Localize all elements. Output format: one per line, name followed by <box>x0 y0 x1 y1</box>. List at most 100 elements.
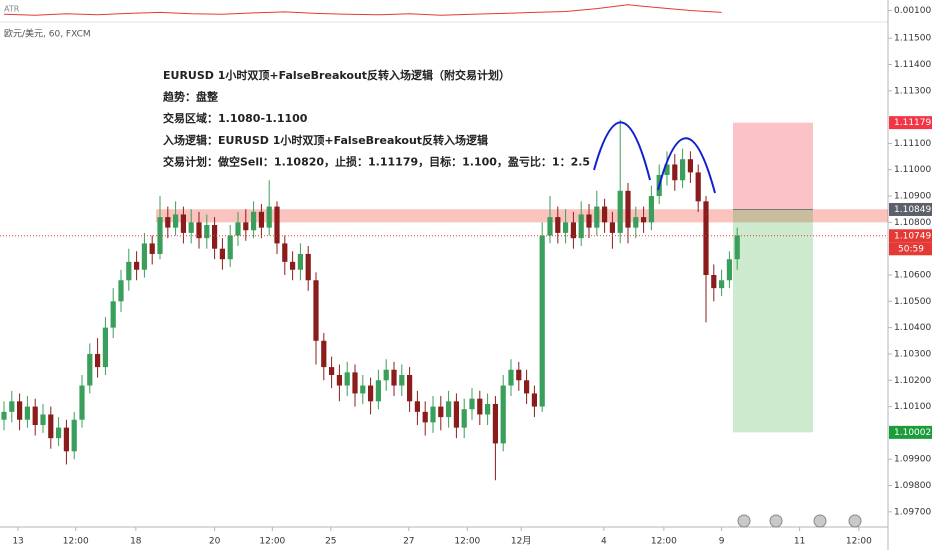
x-tick-label: 25 <box>325 537 336 547</box>
candle-body <box>461 409 467 428</box>
candle-body <box>407 375 413 402</box>
candle-body <box>32 406 38 425</box>
y-tick-label: 1.11000 <box>894 165 931 175</box>
candle-body <box>695 172 701 202</box>
candle-body <box>321 340 327 368</box>
candle-body <box>243 222 249 231</box>
candle-body <box>79 385 85 420</box>
y-tick-label: 1.10600 <box>894 271 931 281</box>
annotation-line: EURUSD 1小时双顶+FalseBreakout反转入场逻辑（附交易计划） <box>163 68 510 82</box>
candle-body <box>500 385 506 444</box>
candle-body <box>56 427 62 439</box>
candle-body <box>485 403 491 415</box>
candle-body <box>469 398 475 410</box>
candle-body <box>40 414 46 425</box>
candle-body <box>578 214 584 239</box>
candle-body <box>305 253 311 281</box>
stop-zone <box>733 122 813 210</box>
x-tick-label: 12:00 <box>454 537 480 547</box>
candle-body <box>196 222 202 239</box>
candle-body <box>547 217 553 236</box>
last-price-tag-box <box>889 229 932 243</box>
candle-body <box>87 353 93 386</box>
x-tick-label: 13 <box>12 537 23 547</box>
candle-body <box>266 206 272 228</box>
x-tick-label: 9 <box>719 537 725 547</box>
candle-body <box>734 235 740 260</box>
candle-body <box>329 367 335 375</box>
y-tick-label: 1.10300 <box>894 349 931 359</box>
target-zone <box>733 209 813 433</box>
candle-body <box>391 369 397 386</box>
candle-body <box>360 385 366 394</box>
entry-tag: 1.10849 <box>894 205 931 215</box>
candle-body <box>204 225 210 239</box>
candle-body <box>352 372 358 394</box>
event-icon[interactable] <box>769 514 783 528</box>
candle-body <box>383 369 389 381</box>
candle-body <box>126 261 132 281</box>
candle-body <box>102 327 108 368</box>
annotation-line: 趋势：盘整 <box>163 90 218 104</box>
y-tick-label: 1.11400 <box>894 60 931 70</box>
candle-body <box>648 196 654 223</box>
candle-body <box>173 214 179 228</box>
candle-body <box>641 217 647 223</box>
candle-body <box>17 401 23 420</box>
candle-body <box>188 222 194 233</box>
y-tick-label: 1.10500 <box>894 297 931 307</box>
y-tick-label: 1.09800 <box>894 481 931 491</box>
last-price-tag: 1.10749 <box>894 231 931 241</box>
event-icon[interactable] <box>737 514 751 528</box>
event-icons <box>737 514 862 528</box>
annotation-line: 交易计划：做空Sell：1.10820，止损：1.11179，目标：1.100，… <box>163 154 590 168</box>
x-tick-label: 12:00 <box>651 537 677 547</box>
x-tick-label: 12:00 <box>259 537 285 547</box>
stop-tag: 1.11179 <box>894 118 931 128</box>
y-tick-label: 1.11500 <box>894 34 931 44</box>
candle-body <box>63 427 69 452</box>
left-top-arc <box>593 121 651 181</box>
event-icon[interactable] <box>848 514 862 528</box>
candle-body <box>719 280 725 289</box>
candle-body <box>180 214 186 233</box>
candle-body <box>290 261 296 270</box>
y-tick-label: 1.11100 <box>894 139 931 149</box>
candle-body <box>282 243 288 262</box>
candle-body <box>703 201 709 275</box>
candle-body <box>508 369 514 386</box>
x-tick-label: 27 <box>403 537 414 547</box>
indicator-name: ATR <box>4 5 20 14</box>
y-tick-label: 1.11300 <box>894 86 931 96</box>
candle-body <box>492 403 498 444</box>
candle-body <box>336 375 342 386</box>
right-top-arc <box>657 137 716 194</box>
candle-body <box>227 235 233 260</box>
target-tag: 1.10002 <box>894 428 931 438</box>
candle-body <box>141 243 147 270</box>
candle-body <box>617 190 623 233</box>
candle-body <box>446 401 452 418</box>
x-tick-label: 12月 <box>511 536 531 547</box>
candle-body <box>399 375 405 386</box>
candle-body <box>258 211 264 228</box>
candle-body <box>687 159 693 173</box>
x-tick-label: 20 <box>209 537 221 547</box>
candle-body <box>586 214 592 228</box>
target-tag-box <box>889 425 932 439</box>
candle-body <box>48 414 54 439</box>
candle-body <box>664 164 670 175</box>
y-tick-label: 1.10100 <box>894 402 931 412</box>
candle-body <box>149 243 155 254</box>
candle-body <box>477 398 483 415</box>
candle-body <box>297 253 303 270</box>
candle-body <box>375 380 381 402</box>
candle-body <box>313 280 319 341</box>
event-icon[interactable] <box>813 514 827 528</box>
entry-tag-box <box>889 202 932 216</box>
candle-body <box>680 159 686 181</box>
candle-body <box>368 385 374 402</box>
candle-body <box>9 401 15 412</box>
